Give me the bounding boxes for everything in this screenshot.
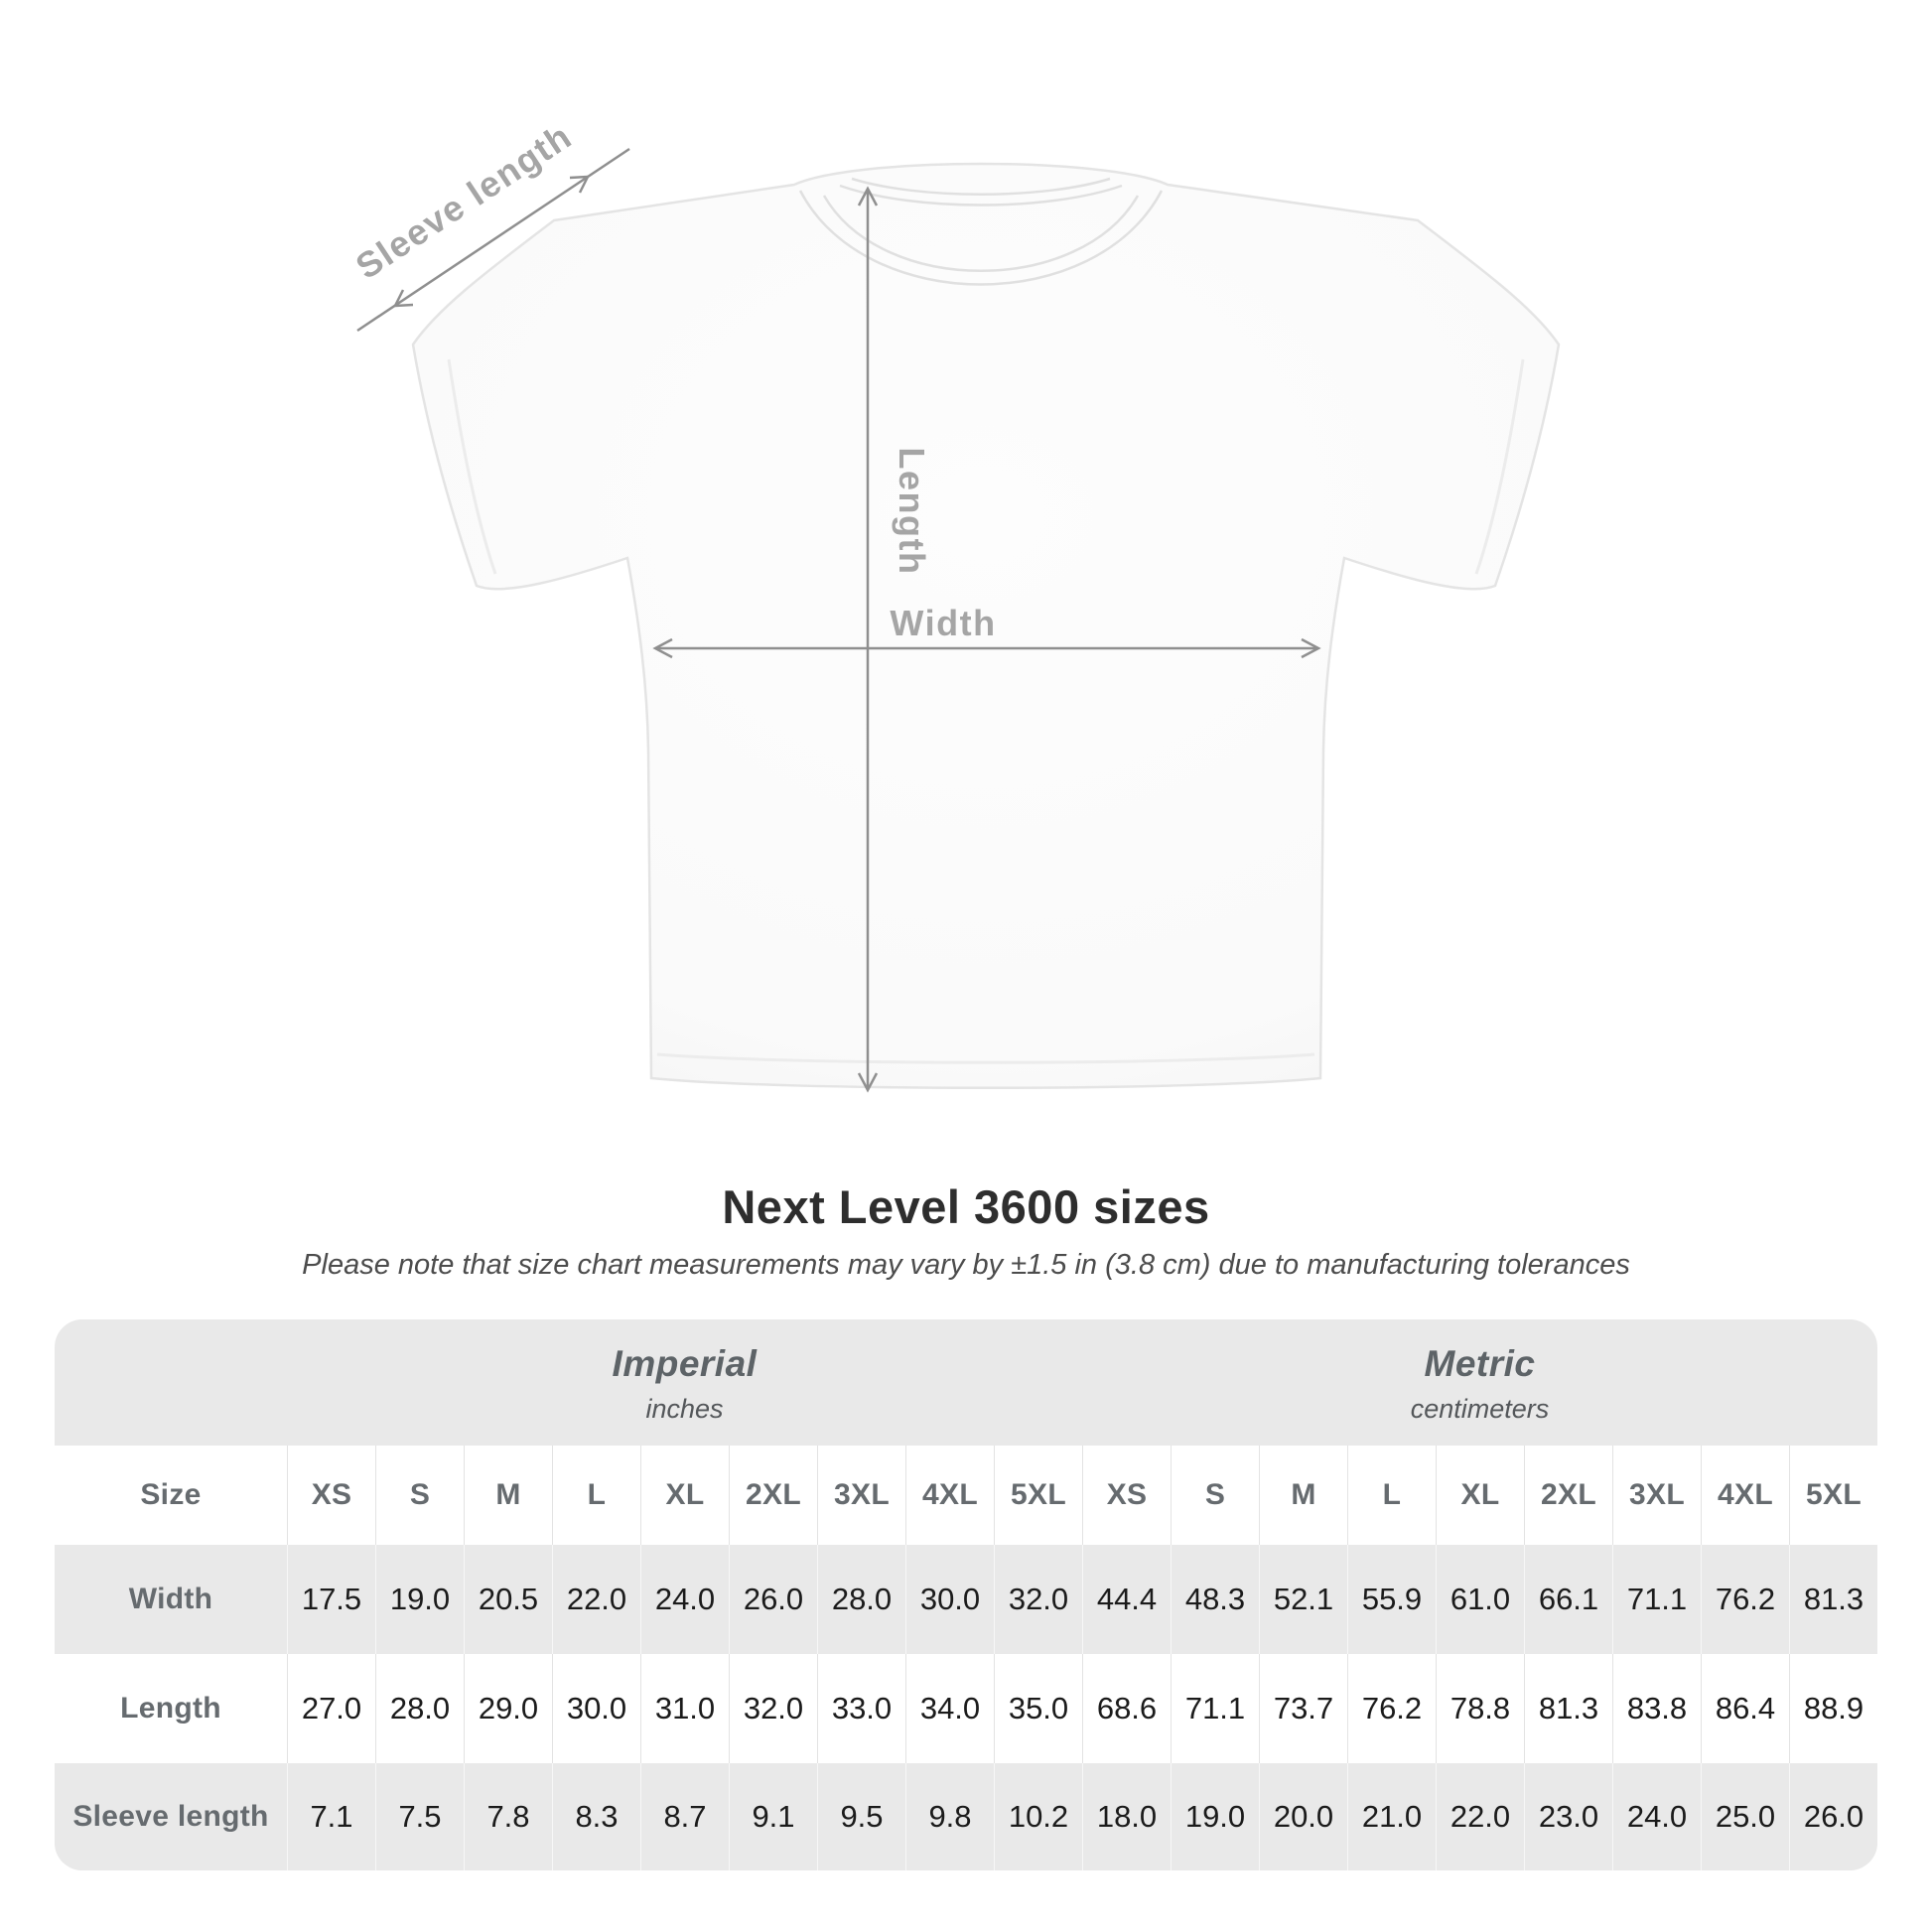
table-cell: 61.0 — [1436, 1544, 1524, 1654]
tshirt-illustration — [411, 162, 1561, 1089]
imperial-title: Imperial — [612, 1342, 758, 1384]
table-cell: 28.0 — [375, 1653, 464, 1763]
row-label: Width — [55, 1544, 287, 1654]
table-cell: 7.8 — [464, 1762, 552, 1870]
table-cell: 22.0 — [1436, 1762, 1524, 1870]
table-cell: 52.1 — [1259, 1544, 1347, 1654]
size-header-metric-xl: XL — [1436, 1445, 1524, 1545]
table-cell: 78.8 — [1436, 1653, 1524, 1763]
sleeve-and-hem-seams — [447, 358, 1525, 1064]
table-cell: 29.0 — [464, 1653, 552, 1763]
table-cell: 71.1 — [1612, 1544, 1701, 1654]
table-cell: 17.5 — [287, 1544, 375, 1654]
size-grid: Size XS S M L XL 2XL 3XL 4XL 5XL XS S M L XL 2XL 3XL 4XL 5… — [55, 1445, 1877, 1870]
table-cell: 24.0 — [640, 1544, 729, 1654]
table-cell: 73.7 — [1259, 1653, 1347, 1763]
size-header-imperial-s: S — [375, 1445, 464, 1545]
table-cell: 20.5 — [464, 1544, 552, 1654]
width-label: Width — [890, 603, 996, 643]
table-cell: 19.0 — [375, 1544, 464, 1654]
page-title: Next Level 3600 sizes — [722, 1180, 1210, 1233]
table-cell: 68.6 — [1082, 1653, 1171, 1763]
table-cell: 30.0 — [552, 1653, 640, 1763]
unit-header-row: Imperial inches Metric centimeters — [55, 1319, 1877, 1446]
size-header-metric-s: S — [1171, 1445, 1259, 1545]
size-header-metric-4xl: 4XL — [1701, 1445, 1789, 1545]
unit-band-spacer — [55, 1319, 287, 1446]
table-cell: 34.0 — [905, 1653, 994, 1763]
tshirt-diagram-svg: Sleeve length Length Width — [348, 115, 1561, 1093]
table-cell: 22.0 — [552, 1544, 640, 1654]
size-header-metric-l: L — [1347, 1445, 1436, 1545]
width-arrow — [652, 637, 1321, 659]
table-cell: 10.2 — [994, 1762, 1082, 1870]
table-cell: 81.3 — [1524, 1653, 1612, 1763]
table-cell: 25.0 — [1701, 1762, 1789, 1870]
size-column-header: Size — [55, 1445, 287, 1545]
size-header-imperial-3xl: 3XL — [817, 1445, 905, 1545]
table-cell: 86.4 — [1701, 1653, 1789, 1763]
size-header-metric-xs: XS — [1082, 1445, 1171, 1545]
table-cell: 23.0 — [1524, 1762, 1612, 1870]
table-cell: 24.0 — [1612, 1762, 1701, 1870]
size-header-metric-m: M — [1259, 1445, 1347, 1545]
table-cell: 26.0 — [1789, 1762, 1877, 1870]
tshirt-figure: Sleeve length Length Width — [348, 115, 1561, 1093]
size-header-metric-5xl: 5XL — [1789, 1445, 1877, 1545]
size-header-imperial-l: L — [552, 1445, 640, 1545]
row-label: Sleeve length — [55, 1762, 287, 1870]
table-cell: 33.0 — [817, 1653, 905, 1763]
row-label: Length — [55, 1653, 287, 1763]
size-header-imperial-m: M — [464, 1445, 552, 1545]
metric-unit: centimeters — [1410, 1393, 1550, 1424]
metric-header: Metric centimeters — [1082, 1319, 1877, 1446]
imperial-unit: inches — [645, 1393, 724, 1424]
table-cell: 32.0 — [729, 1653, 817, 1763]
table-cell: 71.1 — [1171, 1653, 1259, 1763]
table-cell: 48.3 — [1171, 1544, 1259, 1654]
size-header-imperial-5xl: 5XL — [994, 1445, 1082, 1545]
sleeve-length-arrow — [356, 147, 630, 333]
collar-detail — [798, 177, 1164, 286]
size-header-imperial-xl: XL — [640, 1445, 729, 1545]
length-label: Length — [892, 448, 932, 576]
table-cell: 9.8 — [905, 1762, 994, 1870]
length-arrow — [857, 186, 879, 1093]
size-header-imperial-4xl: 4XL — [905, 1445, 994, 1545]
table-cell: 81.3 — [1789, 1544, 1877, 1654]
table-cell: 76.2 — [1347, 1653, 1436, 1763]
table-cell: 35.0 — [994, 1653, 1082, 1763]
table-cell: 7.5 — [375, 1762, 464, 1870]
size-header-metric-3xl: 3XL — [1612, 1445, 1701, 1545]
imperial-header: Imperial inches — [287, 1319, 1082, 1446]
table-cell: 44.4 — [1082, 1544, 1171, 1654]
table-cell: 9.1 — [729, 1762, 817, 1870]
table-cell: 9.5 — [817, 1762, 905, 1870]
table-cell: 76.2 — [1701, 1544, 1789, 1654]
table-cell: 27.0 — [287, 1653, 375, 1763]
table-cell: 55.9 — [1347, 1544, 1436, 1654]
table-cell: 21.0 — [1347, 1762, 1436, 1870]
size-table: Imperial inches Metric centimeters Size X… — [55, 1318, 1877, 1870]
table-cell: 20.0 — [1259, 1762, 1347, 1870]
tolerance-note: Please note that size chart measurements… — [302, 1248, 1630, 1281]
table-cell: 30.0 — [905, 1544, 994, 1654]
table-cell: 28.0 — [817, 1544, 905, 1654]
table-cell: 7.1 — [287, 1762, 375, 1870]
size-header-imperial-2xl: 2XL — [729, 1445, 817, 1545]
table-cell: 83.8 — [1612, 1653, 1701, 1763]
size-header-metric-2xl: 2XL — [1524, 1445, 1612, 1545]
table-cell: 88.9 — [1789, 1653, 1877, 1763]
table-cell: 8.7 — [640, 1762, 729, 1870]
table-cell: 66.1 — [1524, 1544, 1612, 1654]
table-cell: 31.0 — [640, 1653, 729, 1763]
table-cell: 8.3 — [552, 1762, 640, 1870]
table-cell: 19.0 — [1171, 1762, 1259, 1870]
table-cell: 32.0 — [994, 1544, 1082, 1654]
table-cell: 18.0 — [1082, 1762, 1171, 1870]
table-cell: 26.0 — [729, 1544, 817, 1654]
metric-title: Metric — [1424, 1342, 1536, 1384]
size-header-imperial-xs: XS — [287, 1445, 375, 1545]
